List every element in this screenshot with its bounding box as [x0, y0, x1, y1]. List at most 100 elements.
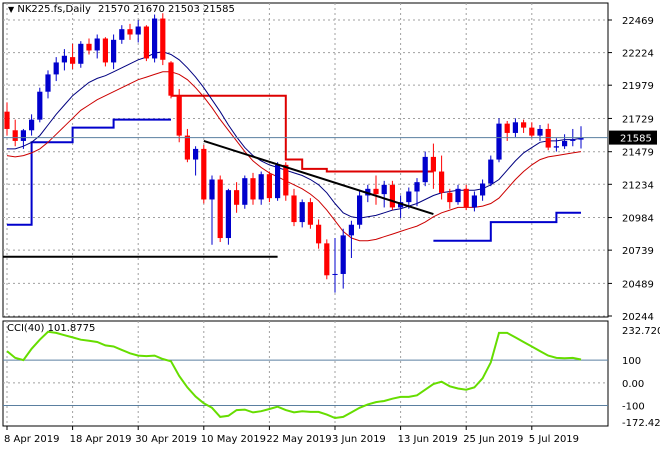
candle-bear	[86, 38, 92, 55]
candle-body	[471, 195, 477, 208]
candle-body	[398, 202, 404, 208]
candle-body	[496, 123, 502, 160]
candle-body	[291, 195, 297, 223]
candle-body	[193, 148, 199, 160]
candle-body	[86, 43, 92, 51]
y-tick-label: 21234	[622, 180, 654, 191]
x-tick-label: 13 Jun 2019	[398, 434, 458, 445]
cci-line	[6, 330, 582, 420]
candle-body	[455, 188, 461, 203]
x-tick-label: 30 Apr 2019	[135, 434, 197, 445]
candle-body	[143, 26, 149, 59]
candle-bull	[480, 179, 486, 201]
candle-bear	[102, 37, 108, 67]
candle-bear	[250, 172, 256, 205]
candle-bull	[348, 220, 354, 258]
candle-body	[463, 188, 469, 208]
candle-body	[94, 38, 100, 51]
ohlc-label: 21570 21670 21503 21585	[98, 4, 235, 15]
x-tick-label: 25 Jun 2019	[463, 434, 523, 445]
candle-body	[316, 224, 322, 244]
candle-body	[562, 140, 568, 147]
candle-bull	[414, 178, 420, 207]
stop-line-blue-recent	[433, 211, 581, 242]
candle-bear	[447, 188, 453, 209]
trendline	[203, 139, 434, 216]
x-tick-label: 5 Jul 2019	[529, 434, 579, 445]
candle-body	[119, 29, 125, 40]
candle-body	[381, 184, 387, 195]
candle-bull	[340, 228, 346, 289]
stop-line-blue	[7, 118, 171, 226]
cci-header: CCI(40) 101.8775	[7, 323, 95, 334]
candle-body	[537, 128, 543, 136]
candle-bear	[463, 184, 469, 211]
y-tick-label: 20489	[622, 279, 654, 290]
cci-series-line	[6, 330, 582, 420]
candle-body	[29, 119, 35, 131]
header-arrow-icon[interactable]: ▼	[8, 5, 15, 14]
candle-bear	[184, 128, 190, 163]
stop-lines	[7, 94, 581, 242]
candle-bear	[70, 43, 76, 70]
y-tick-label: 21979	[622, 81, 654, 92]
y-tick-label: 20739	[622, 246, 654, 257]
cci-tick-label: 232.7208	[622, 326, 660, 337]
candle-body	[553, 146, 559, 148]
candle-bull	[225, 188, 231, 245]
candle-body	[250, 178, 256, 200]
cci-label: CCI(40) 101.8775	[7, 323, 96, 334]
candle-bull	[422, 151, 428, 187]
candle-bull	[299, 199, 305, 228]
candle-bull	[455, 184, 461, 205]
y-tick-label: 22469	[622, 16, 654, 27]
candle-bear	[176, 89, 182, 143]
candle-bear	[4, 102, 10, 136]
candle-body	[521, 122, 527, 128]
candle-bull	[496, 118, 502, 163]
candle-body	[373, 188, 379, 195]
candle-bear	[266, 171, 272, 203]
candle-body	[389, 184, 395, 208]
candle-bear	[373, 175, 379, 205]
candle-body	[45, 74, 51, 92]
candle-bull	[357, 191, 363, 229]
candle-body	[242, 178, 248, 205]
candle-body	[348, 224, 354, 236]
candle-body	[414, 182, 420, 192]
ma-fast-line	[7, 51, 582, 219]
y-tick-label: 21729	[622, 114, 654, 125]
candle-body	[480, 183, 486, 196]
candle-body	[53, 62, 59, 75]
x-axis-labels: 8 Apr 2019 18 Apr 2019 30 Apr 2019 10 May 2…	[4, 426, 579, 445]
candle-body	[4, 111, 10, 129]
moving-averages	[6, 51, 582, 242]
candle-bull	[209, 175, 215, 245]
candle-body	[168, 62, 174, 96]
candle-body	[332, 273, 338, 275]
candle-bear	[234, 182, 240, 213]
candle-body	[340, 235, 346, 274]
candle-bull	[275, 162, 281, 201]
candle-bull	[553, 138, 559, 152]
candle-bull	[537, 124, 543, 141]
candle-bear	[307, 198, 313, 229]
candle-bear	[316, 219, 322, 249]
candle-body	[12, 130, 18, 141]
candle-bull	[53, 57, 59, 82]
current-price-label: 21585	[620, 134, 652, 145]
candle-bull	[381, 180, 387, 208]
candle-body	[37, 91, 43, 120]
candle-body	[102, 38, 108, 63]
candle-body	[512, 122, 518, 133]
candle-bull	[20, 128, 26, 149]
candle-body	[504, 123, 510, 133]
candle-bull	[193, 146, 199, 176]
candle-bear	[127, 23, 133, 40]
candle-bull	[111, 34, 117, 70]
candle-bear	[529, 122, 535, 139]
candle-body	[160, 18, 166, 60]
candle-body	[127, 29, 133, 35]
